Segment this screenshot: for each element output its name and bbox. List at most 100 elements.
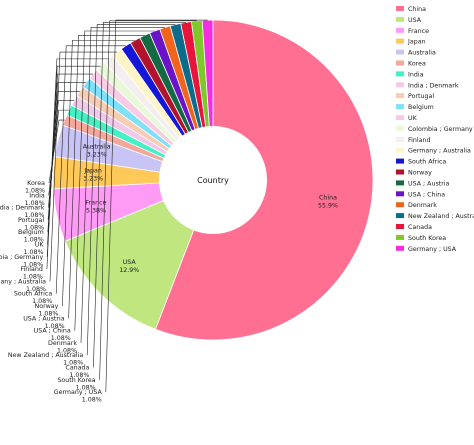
legend-swatch-india	[396, 71, 404, 77]
slice-pct-norway: 1.08%	[38, 311, 58, 318]
legend-swatch-germany-australia	[396, 147, 404, 153]
slice-pct-germany-usa: 1.08%	[82, 397, 102, 404]
slice-pct-belgium: 1.08%	[24, 237, 44, 244]
legend-swatch-usa-china	[396, 191, 404, 197]
legend-swatch-south-africa	[396, 158, 404, 164]
slice-label-india: India	[29, 192, 45, 199]
slice-pct-france: 5.38%	[86, 208, 106, 215]
slice-label-south-africa: South Africa	[14, 291, 52, 298]
leader-line-new-zealand-australia	[86, 24, 176, 356]
slice-pct-india-denmark: 1.08%	[24, 212, 44, 219]
slice-pct-india: 1.08%	[25, 200, 45, 207]
slice-pct-germany-australia: 1.08%	[26, 286, 46, 293]
legend: China USA France Japan Australia Korea India In…	[396, 6, 474, 253]
legend-label-finland: Finland	[408, 137, 431, 144]
slice-pct-australia: 3.23%	[87, 151, 107, 158]
donut-hole	[159, 126, 267, 234]
legend-swatch-usa	[396, 16, 404, 22]
legend-swatch-japan	[396, 38, 404, 44]
slice-pct-usa-austria: 1.08%	[45, 323, 65, 330]
slice-label-germany-usa: Germany ; USA	[54, 389, 103, 396]
slice-pct-south-africa: 1.08%	[32, 298, 52, 305]
slice-label-usa-austria: USA ; Austria	[23, 315, 65, 322]
slice-label-portugal: Portugal	[18, 217, 44, 224]
legend-label-australia: Australia	[408, 50, 436, 57]
slice-label-denmark: Denmark	[48, 340, 77, 347]
legend-label-new-zealand-australia: New Zealand ; Australia	[408, 213, 474, 220]
leader-line-canada	[93, 21, 187, 368]
legend-swatch-india-denmark	[396, 82, 404, 88]
slice-label-new-zealand-australia: New Zealand ; Australia	[8, 352, 83, 359]
slice-label-germany-australia: Germany ; Australia	[0, 278, 46, 285]
legend-label-norway: Norway	[408, 170, 432, 177]
legend-label-india: India	[408, 71, 424, 78]
legend-label-uk: UK	[408, 115, 418, 122]
slice-pct-japan: 3.23%	[83, 175, 103, 182]
slice-label-group: China55.9%USA12.9%France5.38%Japan3.23%A…	[0, 19, 338, 404]
slice-label-india-denmark: India ; Denmark	[0, 205, 45, 212]
legend-label-south-korea: South Korea	[408, 235, 446, 242]
slice-label-belgium: Belgium	[18, 229, 44, 236]
legend-label-germany-usa: Germany ; USA	[408, 246, 457, 253]
legend-swatch-denmark	[396, 202, 404, 208]
slice-pct-usa-china: 1.08%	[51, 335, 71, 342]
legend-label-colombia-germany: Colombia ; Germany	[408, 126, 473, 133]
slice-pct-denmark: 1.08%	[57, 347, 77, 354]
legend-swatch-korea	[396, 60, 404, 66]
legend-swatch-australia	[396, 49, 404, 55]
legend-label-france: France	[408, 28, 429, 35]
slice-pct-china: 55.9%	[318, 202, 338, 209]
leader-line-norway	[62, 39, 136, 307]
leader-line-usa-china	[74, 30, 155, 331]
legend-label-portugal: Portugal	[408, 93, 434, 100]
legend-label-japan: Japan	[407, 39, 426, 46]
legend-label-germany-australia: Germany ; Australia	[408, 148, 471, 155]
slice-pct-colombia-germany: 1.08%	[23, 261, 43, 268]
slice-label-south-korea: South Korea	[57, 377, 95, 384]
slice-label-china: China	[319, 194, 337, 201]
slice-label-uk: UK	[35, 242, 45, 249]
leader-line-south-korea	[99, 20, 197, 380]
slice-label-norway: Norway	[35, 303, 59, 310]
legend-swatch-new-zealand-australia	[396, 213, 404, 219]
legend-swatch-uk	[396, 115, 404, 120]
center-label: Country	[197, 176, 229, 185]
slice-label-finland: Finland	[20, 266, 43, 273]
legend-swatch-germany-usa	[396, 245, 404, 251]
legend-swatch-china	[396, 6, 404, 11]
leader-line-germany-australia	[49, 51, 117, 282]
legend-swatch-colombia-germany	[396, 125, 404, 131]
slice-label-australia: Australia	[83, 143, 111, 150]
legend-swatch-finland	[396, 136, 404, 142]
slice-pct-canada: 1.08%	[69, 372, 89, 379]
legend-label-china: China	[408, 6, 426, 13]
slice-label-colombia-germany: Colombia ; Germany	[0, 254, 43, 261]
slice-pct-finland: 1.08%	[23, 274, 43, 281]
leader-line-usa-austria	[68, 34, 145, 319]
slice-pct-korea: 1.08%	[25, 188, 45, 195]
legend-label-usa: USA	[408, 17, 422, 24]
legend-label-korea: Korea	[408, 61, 426, 68]
legend-label-usa-austria: USA ; Austria	[408, 180, 450, 187]
slice-pct-south-korea: 1.08%	[76, 384, 96, 391]
legend-swatch-south-korea	[396, 234, 404, 240]
slice-label-usa-china: USA ; China	[34, 328, 71, 335]
leader-line-germany-usa	[105, 19, 208, 393]
legend-swatch-portugal	[396, 93, 404, 99]
slice-label-usa: USA	[123, 259, 137, 266]
slice-pct-new-zealand-australia: 1.08%	[63, 360, 83, 367]
slice-pct-portugal: 1.08%	[24, 224, 44, 231]
leader-line-denmark	[80, 27, 165, 343]
legend-swatch-norway	[396, 169, 404, 175]
leader-line-south-africa	[55, 45, 126, 294]
legend-swatch-canada	[396, 224, 404, 229]
leader-line-finland	[46, 58, 109, 270]
slice-label-france: France	[86, 200, 107, 207]
legend-label-belgium: Belgium	[408, 104, 434, 111]
legend-swatch-france	[396, 27, 404, 33]
slice-label-korea: Korea	[27, 180, 45, 187]
legend-swatch-belgium	[396, 104, 404, 110]
legend-label-south-africa: South Africa	[408, 159, 446, 166]
slice-pct-usa: 12.9%	[119, 267, 139, 274]
